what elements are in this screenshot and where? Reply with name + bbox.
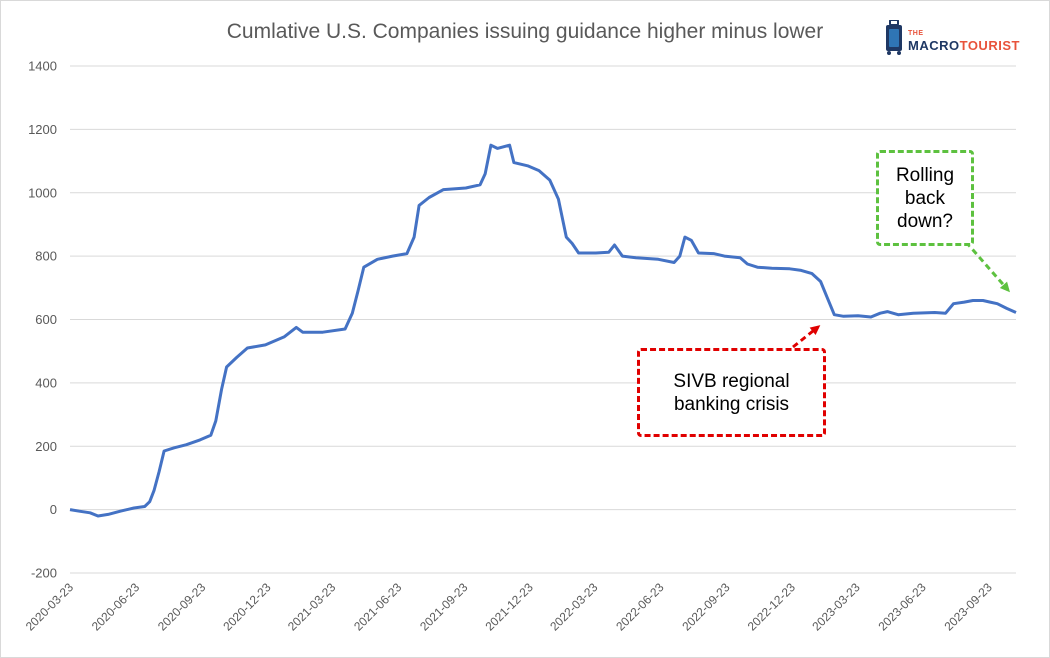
rolling-back-callout: Rolling back down?: [876, 150, 974, 246]
y-tick-label: 0: [50, 502, 57, 517]
x-tick-label: 2020-09-23: [155, 580, 209, 634]
chart-title: Cumlative U.S. Companies issuing guidanc…: [226, 20, 824, 43]
y-tick-label: 1200: [28, 122, 57, 137]
y-axis-tick-labels: -200 0 200 400 600 800 1000 1200 1400: [28, 59, 57, 581]
x-tick-label: 2022-06-23: [613, 580, 667, 634]
macrotourist-logo: THE MACROTOURIST: [884, 18, 1044, 58]
rolling-callout-arrow: [964, 241, 1010, 293]
svb-callout-arrow: [792, 325, 821, 349]
annotation-arrows: [792, 241, 1010, 349]
svb-crisis-callout: SIVB regional banking crisis: [637, 348, 826, 437]
y-tick-label: -200: [31, 566, 57, 581]
x-tick-label: 2021-06-23: [351, 580, 405, 634]
rolling-callout-line-2: back: [904, 187, 946, 209]
y-tick-label: 400: [35, 375, 57, 390]
rolling-callout-line-3: down?: [897, 210, 953, 232]
y-tick-label: 1000: [28, 185, 57, 200]
x-tick-label: 2023-06-23: [875, 580, 929, 634]
logo-word-tourist: TOURIST: [959, 38, 1020, 53]
x-tick-label: 2021-12-23: [483, 580, 537, 634]
svb-callout-line-1: SIVB regional: [673, 370, 790, 392]
suitcase-icon: [886, 20, 902, 55]
x-tick-label: 2022-09-23: [679, 580, 733, 634]
rolling-callout-line-1: Rolling: [895, 164, 955, 186]
y-tick-label: 600: [35, 312, 57, 327]
y-tick-label: 800: [35, 249, 57, 264]
gridlines: [70, 65, 1016, 574]
x-tick-label: 2020-03-23: [23, 580, 77, 634]
x-tick-label: 2020-12-23: [220, 580, 274, 634]
y-tick-label: 1400: [28, 59, 57, 74]
logo-word-macro: MACRO: [908, 38, 960, 53]
series-line: [69, 143, 1017, 518]
x-tick-label: 2021-09-23: [417, 580, 471, 634]
x-tick-label: 2020-06-23: [89, 580, 143, 634]
svb-callout-line-2: banking crisis: [673, 393, 790, 415]
y-tick-label: 200: [35, 439, 57, 454]
logo-small-text: THE: [908, 30, 924, 37]
x-tick-label: 2021-03-23: [285, 580, 339, 634]
x-tick-label: 2023-03-23: [809, 580, 863, 634]
x-tick-label: 2023-09-23: [942, 580, 996, 634]
x-tick-label: 2022-03-23: [547, 580, 601, 634]
x-tick-label: 2022-12-23: [745, 580, 799, 634]
logo-wordmark: MACROTOURIST: [908, 38, 1020, 53]
x-axis-tick-labels: 2020-03-23 2020-06-23 2020-09-23 2020-12-23…: [23, 580, 995, 634]
